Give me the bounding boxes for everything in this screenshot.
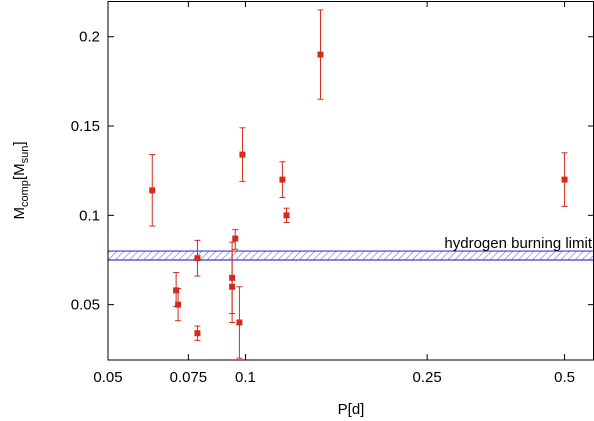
y-axis-title-sub1: comp xyxy=(19,180,31,207)
x-axis-title: P[d] xyxy=(338,401,365,418)
y-axis-title-mid: [M xyxy=(11,163,28,180)
hydrogen-burning-band xyxy=(108,250,594,261)
x-tick-label: 0.25 xyxy=(413,369,442,386)
point-marker xyxy=(194,255,201,262)
point-marker xyxy=(279,176,286,183)
point-marker xyxy=(561,176,568,183)
y-axis-title-end: ] xyxy=(11,142,28,146)
y-tick-label: 0.05 xyxy=(71,297,100,314)
x-tick-label: 0.1 xyxy=(235,369,256,386)
data-point xyxy=(194,239,201,277)
data-point xyxy=(317,9,324,100)
data-point xyxy=(149,154,156,227)
data-point xyxy=(236,286,243,359)
point-marker xyxy=(317,51,324,58)
data-point xyxy=(175,288,182,322)
data-point xyxy=(239,127,246,182)
point-marker xyxy=(149,187,156,194)
x-tick-label: 0.5 xyxy=(554,369,575,386)
x-tick-label: 0.075 xyxy=(170,369,208,386)
data-point xyxy=(283,207,290,223)
y-axis-title-base: M xyxy=(11,207,28,220)
axis-ticks: 0.05 0.075 0.1 0.25 0.5 0.05 0.1 0.15 0.2 xyxy=(71,1,594,386)
y-tick-label: 0.1 xyxy=(79,207,100,224)
band-annotation: hydrogen burning limit xyxy=(444,235,592,252)
point-marker xyxy=(283,212,290,219)
data-point xyxy=(194,325,201,341)
y-axis-title-sub2: sun xyxy=(19,146,31,164)
point-marker xyxy=(236,319,243,326)
band-hatch xyxy=(108,251,594,260)
point-marker xyxy=(175,301,182,308)
y-tick-label: 0.2 xyxy=(79,29,100,46)
point-marker xyxy=(229,283,236,290)
y-tick-label: 0.15 xyxy=(71,118,100,135)
data-point xyxy=(229,250,236,323)
point-marker xyxy=(239,151,246,158)
x-tick-label: 0.05 xyxy=(93,369,122,386)
data-point xyxy=(279,161,286,198)
data-point xyxy=(561,152,568,207)
point-marker xyxy=(173,287,180,294)
point-marker xyxy=(194,330,201,337)
y-axis-title: Mcomp[Msun] xyxy=(11,142,31,220)
point-marker xyxy=(232,235,239,242)
data-points xyxy=(149,9,568,359)
data-point xyxy=(232,229,239,250)
